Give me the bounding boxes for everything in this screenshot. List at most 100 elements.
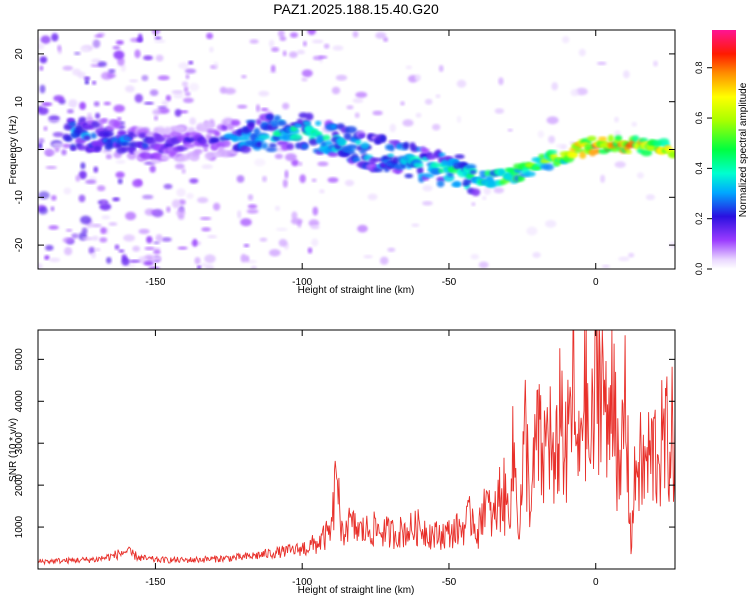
heatmap-noise-cell bbox=[93, 166, 99, 173]
heatmap-noise-cell bbox=[94, 34, 103, 38]
snr-x-label: Height of straight line (km) bbox=[298, 585, 415, 596]
heatmap-ridge-cell bbox=[465, 163, 477, 170]
heatmap-noise-cell bbox=[285, 153, 297, 162]
heatmap-ridge-cell bbox=[347, 149, 356, 155]
heatmap-noise-cell bbox=[115, 159, 126, 164]
heatmap-ridge-cell bbox=[133, 150, 142, 155]
heatmap-noise-cell bbox=[44, 149, 56, 156]
heatmap-noise-cell bbox=[97, 185, 106, 192]
heatmap-ridge-cell bbox=[209, 136, 220, 144]
heatmap-ridge-cell bbox=[248, 121, 255, 128]
heatmap-noise-cell bbox=[153, 115, 159, 121]
heatmap-ridge-cell bbox=[330, 124, 339, 129]
heatmap-ridge-cell bbox=[327, 151, 339, 157]
heatmap-noise-cell bbox=[149, 89, 159, 96]
heatmap-noise-cell bbox=[80, 215, 92, 225]
heatmap-ridge-cell bbox=[413, 162, 424, 168]
heatmap-noise-cell bbox=[49, 116, 60, 120]
heatmap-noise-cell bbox=[389, 123, 396, 133]
colorbar-tick-label: 0.4 bbox=[694, 162, 704, 175]
heatmap-noise-cell bbox=[438, 65, 444, 72]
heatmap-noise-cell bbox=[174, 109, 182, 117]
heatmap-noise-cell bbox=[645, 194, 656, 201]
heatmap-ridge-cell bbox=[593, 148, 601, 155]
spectrogram-x-ticks: -150 -100 -50 0 bbox=[145, 30, 599, 288]
heatmap-noise-cell bbox=[237, 104, 248, 109]
heatmap-noise-cell bbox=[498, 77, 504, 86]
heatmap-ridge-cell bbox=[607, 134, 615, 143]
heatmap-noise-cell bbox=[310, 225, 320, 230]
heatmap-noise-cell bbox=[64, 247, 73, 256]
heatmap-ridge-cell bbox=[258, 134, 271, 140]
heatmap-noise-cell bbox=[601, 264, 610, 268]
heatmap-noise-cell bbox=[482, 196, 487, 201]
heatmap-noise-cell bbox=[155, 54, 164, 62]
colorbar: 0.0 0.2 0.4 0.6 0.8 Normalized spectral ampl… bbox=[694, 30, 749, 275]
colorbar-label: Normalized spectral amplitude bbox=[738, 82, 749, 217]
heatmap-noise-cell bbox=[176, 188, 186, 197]
heatmap-noise-cell bbox=[39, 56, 48, 64]
heatmap-noise-cell bbox=[260, 107, 269, 112]
heatmap-noise-cell bbox=[146, 236, 153, 244]
heatmap-ridge-cell bbox=[183, 142, 196, 149]
heatmap-noise-cell bbox=[278, 239, 288, 247]
heatmap-noise-cell bbox=[87, 112, 92, 118]
heatmap-noise-cell bbox=[277, 30, 285, 38]
heatmap-ridge-cell bbox=[308, 138, 319, 146]
heatmap-noise-cell bbox=[38, 263, 43, 269]
colorbar-tick-label: 0.8 bbox=[694, 61, 704, 74]
heatmap-noise-cell bbox=[301, 77, 308, 82]
heatmap-noise-cell bbox=[224, 87, 236, 95]
heatmap-noise-cell bbox=[199, 216, 212, 221]
heatmap-ridge-cell bbox=[265, 114, 274, 120]
heatmap-noise-cell bbox=[144, 246, 155, 251]
heatmap-noise-cell bbox=[81, 236, 94, 241]
heatmap-ridge-cell bbox=[631, 135, 640, 143]
heatmap-noise-cell bbox=[243, 243, 250, 248]
heatmap-noise-cell bbox=[38, 206, 48, 215]
heatmap-ridge-cell bbox=[614, 135, 623, 141]
heatmap-noise-cell bbox=[194, 257, 201, 265]
heatmap-noise-cell bbox=[143, 55, 153, 61]
heatmap-noise-cell bbox=[184, 68, 197, 74]
spectrogram-y-tick-label: 20 bbox=[14, 48, 25, 60]
heatmap-noise-cell bbox=[213, 202, 221, 211]
heatmap-noise-cell bbox=[653, 60, 658, 67]
heatmap-noise-cell bbox=[134, 49, 141, 59]
heatmap-ridge-cell bbox=[498, 168, 506, 177]
heatmap-ridge-cell bbox=[359, 149, 367, 154]
heatmap-ridge-cell bbox=[352, 157, 361, 163]
heatmap-noise-cell bbox=[66, 109, 74, 114]
heatmap-noise-cell bbox=[317, 161, 329, 167]
heatmap-noise-cell bbox=[355, 91, 368, 98]
heatmap-ridge-cell bbox=[290, 133, 302, 141]
heatmap-noise-cell bbox=[537, 130, 545, 138]
heatmap-noise-cell bbox=[240, 218, 252, 227]
heatmap-ridge-cell bbox=[423, 173, 435, 178]
heatmap-noise-cell bbox=[181, 81, 189, 87]
heatmap-noise-cell bbox=[331, 86, 341, 95]
heatmap-noise-cell bbox=[414, 74, 421, 81]
heatmap-noise-cell bbox=[78, 170, 87, 180]
heatmap-noise-cell bbox=[163, 183, 173, 190]
heatmap-noise-cell bbox=[258, 90, 270, 97]
heatmap-ridge-cell bbox=[322, 134, 331, 141]
heatmap-noise-cell bbox=[197, 265, 202, 269]
heatmap-noise-cell bbox=[209, 46, 214, 53]
heatmap-noise-cell bbox=[249, 39, 259, 44]
heatmap-noise-cell bbox=[132, 179, 143, 188]
heatmap-ridge-cell bbox=[227, 124, 235, 131]
heatmap-noise-cell bbox=[282, 102, 290, 110]
heatmap-noise-cell bbox=[311, 238, 319, 247]
heatmap-noise-cell bbox=[189, 117, 196, 125]
heatmap-noise-cell bbox=[236, 175, 245, 183]
heatmap-noise-cell bbox=[456, 115, 462, 123]
heatmap-ridge-cell bbox=[538, 153, 546, 159]
heatmap-noise-cell bbox=[383, 37, 389, 42]
heatmap-noise-cell bbox=[100, 227, 107, 235]
heatmap-noise-cell bbox=[171, 90, 184, 94]
heatmap-ridge-cell bbox=[303, 120, 311, 126]
heatmap-noise-cell bbox=[614, 116, 619, 123]
heatmap-noise-cell bbox=[241, 75, 247, 79]
heatmap-noise-cell bbox=[97, 61, 107, 67]
